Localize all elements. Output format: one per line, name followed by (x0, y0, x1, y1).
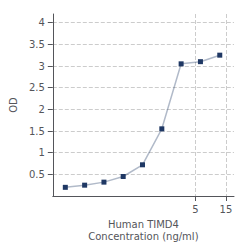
svg-text:0.5: 0.5 (29, 169, 45, 180)
svg-text:1: 1 (38, 147, 44, 158)
svg-text:3: 3 (38, 61, 44, 72)
svg-text:4: 4 (38, 17, 44, 28)
svg-text:Human TIMD4: Human TIMD4 (108, 219, 179, 230)
svg-text:2: 2 (38, 104, 44, 115)
svg-text:2.5: 2.5 (29, 82, 45, 93)
svg-text:5: 5 (192, 204, 198, 215)
svg-text:1.5: 1.5 (29, 126, 45, 137)
svg-text:15: 15 (220, 204, 233, 215)
svg-text:OD: OD (8, 97, 19, 113)
svg-text:3.5: 3.5 (29, 39, 45, 50)
svg-text:Concentration (ng/ml): Concentration (ng/ml) (88, 231, 198, 242)
